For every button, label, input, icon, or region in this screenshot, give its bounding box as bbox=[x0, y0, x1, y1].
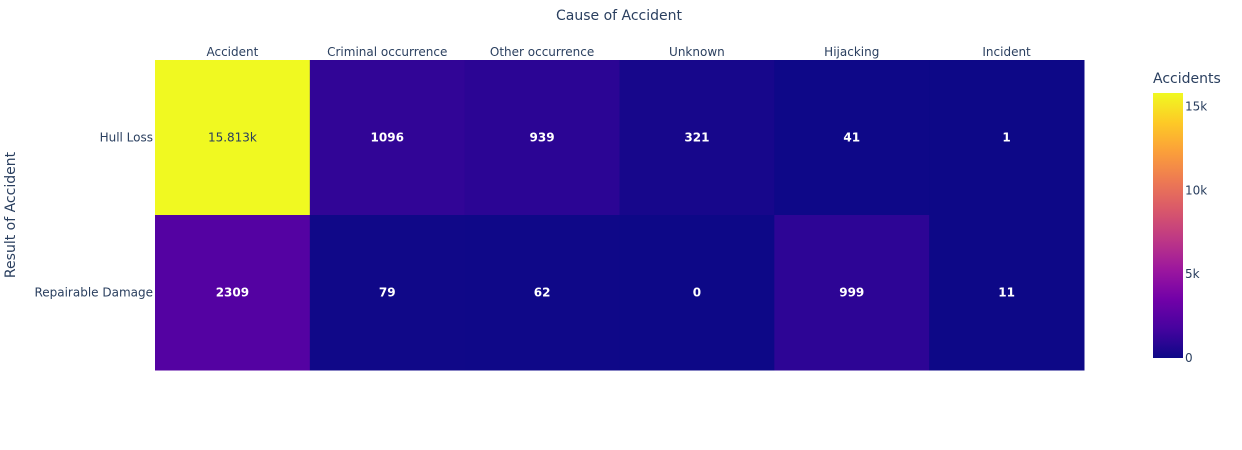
colorbar-tick-label: 5k bbox=[1185, 267, 1200, 281]
x-tick-label: Unknown bbox=[669, 45, 725, 59]
cell-value-label: 79 bbox=[379, 286, 396, 300]
x-axis-title: Cause of Accident bbox=[556, 8, 683, 24]
heatmap-cell bbox=[619, 215, 775, 371]
colorbar-title: Accidents bbox=[1153, 71, 1221, 87]
heatmap-cell bbox=[929, 215, 1085, 371]
y-axis-title: Result of Accident bbox=[3, 151, 19, 278]
x-tick-label: Criminal occurrence bbox=[327, 45, 447, 59]
cell-value-label: 62 bbox=[534, 286, 551, 300]
y-axis-ticks: Hull Loss Repairable Damage bbox=[34, 131, 153, 300]
cell-value-label: 2309 bbox=[216, 286, 249, 300]
cell-value-label: 1 bbox=[1002, 131, 1010, 145]
cell-value-label: 0 bbox=[693, 286, 701, 300]
cell-value-label: 939 bbox=[530, 131, 555, 145]
cell-value-label: 15.813k bbox=[208, 131, 257, 145]
colorbar-tick-label: 10k bbox=[1185, 183, 1207, 197]
heatmap-cell-labels: 15.813k 1096 939 321 41 1 2309 79 62 0 999 11 bbox=[208, 131, 1015, 300]
y-tick-label: Repairable Damage bbox=[34, 286, 153, 300]
colorbar-gradient bbox=[1153, 93, 1183, 358]
colorbar-tick-label: 15k bbox=[1185, 100, 1207, 114]
heatmap-cell bbox=[309, 215, 466, 371]
heatmap-cell bbox=[155, 215, 311, 371]
x-tick-label: Other occurrence bbox=[490, 45, 594, 59]
heatmap-cell bbox=[464, 215, 620, 371]
colorbar-tick-label: 0 bbox=[1185, 351, 1193, 365]
heatmap-cell bbox=[155, 60, 311, 216]
cell-value-label: 999 bbox=[839, 286, 864, 300]
heatmap-cell bbox=[929, 60, 1085, 216]
heatmap-cell bbox=[774, 60, 930, 216]
x-tick-label: Hijacking bbox=[824, 45, 879, 59]
colorbar-ticks: 0 5k 10k 15k bbox=[1185, 100, 1207, 365]
heatmap-cell bbox=[309, 60, 466, 216]
x-tick-label: Incident bbox=[982, 45, 1031, 59]
cell-value-label: 1096 bbox=[371, 131, 404, 145]
cell-value-label: 41 bbox=[843, 131, 860, 145]
y-tick-label: Hull Loss bbox=[100, 131, 153, 145]
heatmap-cell bbox=[619, 60, 775, 216]
x-tick-label: Accident bbox=[206, 45, 258, 59]
x-axis-ticks: Accident Criminal occurrence Other occurre… bbox=[206, 45, 1031, 59]
heatmap-cell bbox=[464, 60, 620, 216]
heatmap-cell bbox=[774, 215, 930, 371]
colorbar: Accidents 0 5k 10k 15k bbox=[1153, 71, 1221, 365]
cell-value-label: 11 bbox=[998, 286, 1015, 300]
heatmap-cells bbox=[155, 60, 1085, 371]
cell-value-label: 321 bbox=[684, 131, 709, 145]
